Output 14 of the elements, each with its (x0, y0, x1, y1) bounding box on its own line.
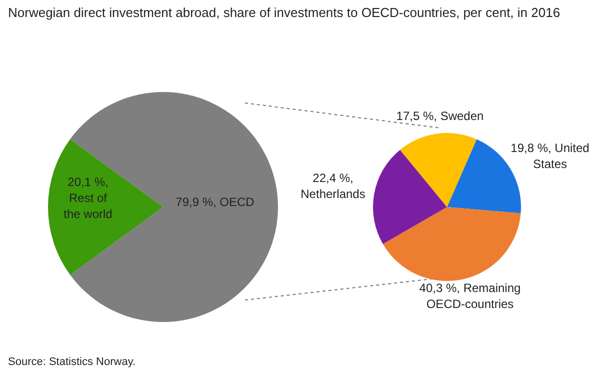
slice-label: Netherlands (300, 187, 366, 201)
pie-slice (373, 150, 447, 244)
slice-label: Rest of the world (64, 191, 112, 221)
slice-label: 40,3 %, Remaining OECD-countries (419, 281, 521, 311)
pie-slice (382, 207, 521, 281)
slice-label: 79,9 %, OECD (176, 195, 255, 209)
slice-label: 17,5 %, Sweden (396, 109, 484, 123)
pie-slice (400, 133, 477, 207)
chart-title: Norwegian direct investment abroad, share of investments to OECD-countries, per cent, in 2016 (8, 4, 562, 22)
source-note: Source: Statistics Norway. (8, 356, 136, 368)
pie-slice (48, 139, 163, 275)
data-label: 22,4 %, (312, 171, 354, 185)
data-label: 20,1 %, (68, 175, 108, 189)
slice-label: 19,8 %, United States (510, 141, 590, 171)
